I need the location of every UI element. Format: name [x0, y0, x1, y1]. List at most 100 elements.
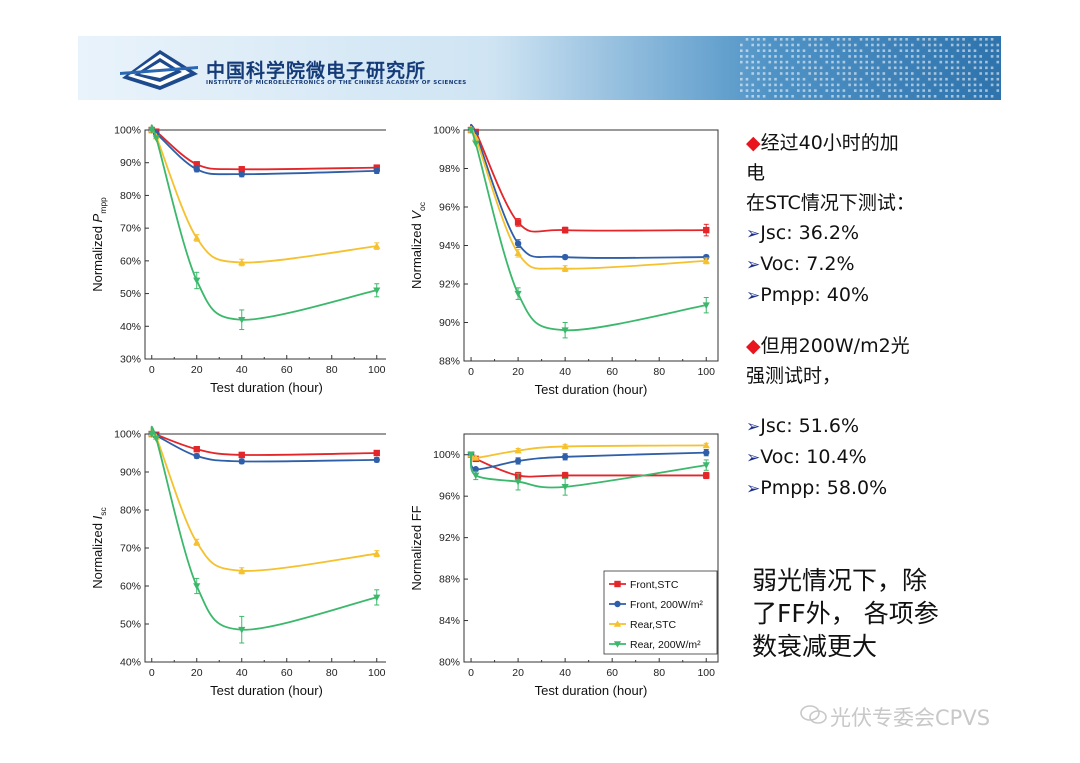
x-tick-label: 20	[512, 366, 524, 378]
data-point	[148, 431, 156, 438]
data-point	[514, 446, 522, 454]
arrow-bullet-icon: ➢	[746, 448, 761, 468]
data-point	[561, 453, 569, 460]
data-point	[702, 257, 710, 264]
conclusion-text: 弱光情况下，除 了FF外， 各项参 数衰减更大	[752, 564, 982, 663]
series-3	[148, 124, 381, 331]
series-0	[148, 126, 380, 173]
y-tick-label: 80%	[120, 190, 141, 202]
note-line: 经过40小时的加	[760, 132, 899, 154]
x-tick-label: 100	[697, 667, 715, 679]
series-line	[469, 444, 707, 459]
data-point	[702, 462, 710, 469]
institute-name-en: INSTITUTE OF MICROELECTRONICS OF THE CHI…	[206, 80, 467, 86]
data-point	[193, 161, 200, 168]
plot-frame	[463, 433, 719, 663]
wechat-icon	[800, 705, 827, 724]
y-tick-label: 100%	[433, 125, 460, 137]
y-tick-label: 30%	[120, 354, 141, 366]
institute-logo-icon	[120, 50, 198, 90]
legend-label: Front,STC	[630, 579, 679, 591]
data-point	[703, 226, 710, 234]
data-point	[193, 277, 201, 285]
legend: Front,STC Front, 200W/m² Rear,STC Rear, 200…	[603, 570, 718, 655]
series-1	[148, 430, 380, 465]
series-2	[148, 126, 381, 267]
x-tick-label: 40	[559, 366, 571, 378]
y-axis-label: Normalized FF	[409, 505, 424, 590]
series-line	[469, 126, 707, 270]
data-point	[193, 583, 201, 590]
data-point	[373, 167, 380, 175]
arrow-bullet-icon: ➢	[746, 255, 761, 275]
x-tick-label: 60	[606, 366, 618, 378]
series-0	[467, 124, 710, 237]
series-line	[150, 432, 377, 463]
y-tick-label: 100%	[114, 429, 141, 441]
data-point	[373, 287, 381, 295]
y-tick-label: 98%	[439, 163, 460, 175]
x-tick-label: 20	[191, 364, 203, 376]
y-tick-label: 50%	[120, 619, 141, 631]
x-tick-label: 20	[512, 667, 524, 679]
data-point	[472, 140, 480, 148]
legend-label: Rear,STC	[630, 619, 677, 631]
data-point	[238, 626, 246, 634]
data-point	[193, 452, 200, 460]
data-point	[467, 127, 475, 134]
series-3	[148, 425, 381, 644]
legend-label: Front, 200W/m²	[630, 599, 703, 611]
data-point	[561, 442, 569, 450]
x-axis-label: Test duration (hour)	[210, 380, 323, 395]
chart-isc: 0 20 40 60 80 100 40% 50% 60% 70% 80% 90% 100% Test d…	[90, 425, 386, 698]
series-line	[150, 127, 377, 171]
data-point	[238, 567, 246, 574]
arrow-bullet-icon: ➢	[746, 286, 761, 306]
data-point	[703, 472, 710, 479]
y-tick-label: 96%	[439, 202, 460, 214]
series-0	[148, 430, 380, 459]
data-point	[614, 600, 621, 608]
y-tick-label: 90%	[120, 467, 141, 479]
conclusion-line: 弱光情况下，除	[752, 566, 928, 595]
conclusion-line: 数衰减更大	[752, 632, 878, 661]
data-point	[152, 435, 160, 443]
data-point	[193, 538, 201, 546]
x-tick-label: 80	[653, 667, 665, 679]
series-line	[469, 123, 707, 259]
x-tick-label: 60	[606, 667, 618, 679]
diamond-bullet-icon: ◆	[746, 335, 761, 357]
data-point	[148, 127, 156, 134]
data-point	[514, 249, 522, 256]
y-tick-label: 92%	[439, 279, 460, 291]
x-tick-label: 100	[368, 364, 386, 376]
data-point	[561, 472, 569, 479]
plot-frame	[144, 129, 386, 360]
x-tick-label: 0	[468, 366, 474, 378]
y-tick-label: 90%	[120, 157, 141, 169]
y-tick-label: 88%	[439, 574, 460, 586]
series-line	[469, 124, 707, 233]
data-point	[514, 457, 522, 465]
x-axis-label: Test duration (hour)	[535, 683, 648, 698]
y-axis-label: Normalized Voc	[409, 201, 427, 289]
series-3	[467, 451, 710, 496]
y-tick-label: 90%	[439, 317, 460, 329]
low-item: Pmpp: 58.0%	[760, 477, 888, 499]
data-point	[238, 316, 246, 324]
series-line	[469, 451, 707, 471]
x-tick-label: 60	[281, 667, 293, 679]
x-tick-label: 100	[697, 366, 715, 378]
series-2	[467, 441, 710, 461]
data-point	[703, 253, 710, 261]
diamond-bullet-icon: ◆	[746, 132, 761, 154]
series-line	[469, 454, 707, 489]
x-tick-label: 0	[149, 364, 155, 376]
data-point	[561, 264, 569, 272]
series-line	[150, 124, 377, 321]
data-point	[152, 135, 160, 142]
y-axis-label: Normalized Isc	[90, 507, 108, 589]
data-point	[561, 226, 569, 234]
x-tick-label: 0	[468, 667, 474, 679]
data-point	[238, 258, 246, 266]
